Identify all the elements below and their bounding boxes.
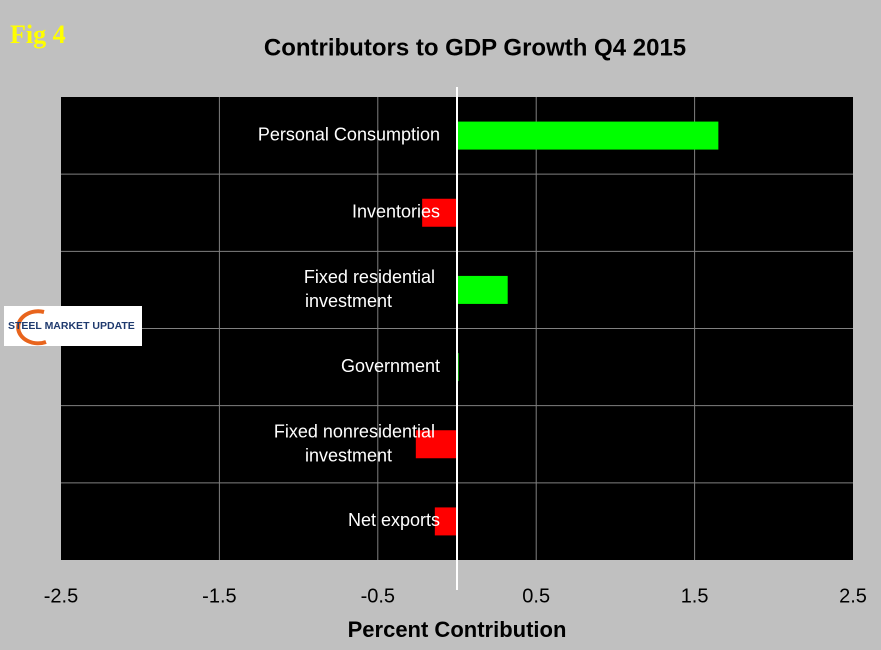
category-label: Fixed residential investment [304, 267, 440, 311]
category-label: Fixed nonresidential investment [274, 421, 440, 465]
figure-label: Fig 4 [10, 20, 66, 49]
bars [415, 121, 719, 536]
bar [422, 198, 457, 227]
category-label: Personal Consumption [258, 124, 440, 144]
logo: STEEL MARKET UPDATE [4, 306, 142, 346]
bar [434, 507, 457, 536]
bar [457, 275, 508, 304]
category-label: Inventories [352, 202, 440, 222]
category-label: Net exports [348, 510, 440, 530]
category-label: Government [341, 356, 440, 376]
x-tick-label: -2.5 [44, 585, 78, 607]
x-tick-label: 1.5 [681, 585, 709, 607]
chart-title: Contributors to GDP Growth Q4 2015 [264, 34, 686, 61]
x-tick-label: 2.5 [839, 585, 867, 607]
bar [415, 430, 457, 459]
x-axis-title: Percent Contribution [348, 617, 567, 642]
logo-swirl [16, 309, 47, 346]
x-tick-label: -1.5 [202, 585, 236, 607]
bar [457, 121, 719, 150]
x-tick-label: -0.5 [361, 585, 395, 607]
labels: Personal Consumption Inventories Fixed res… [258, 124, 440, 530]
logo-text: STEEL MARKET UPDATE [8, 320, 135, 332]
x-tick-label: 0.5 [522, 585, 550, 607]
